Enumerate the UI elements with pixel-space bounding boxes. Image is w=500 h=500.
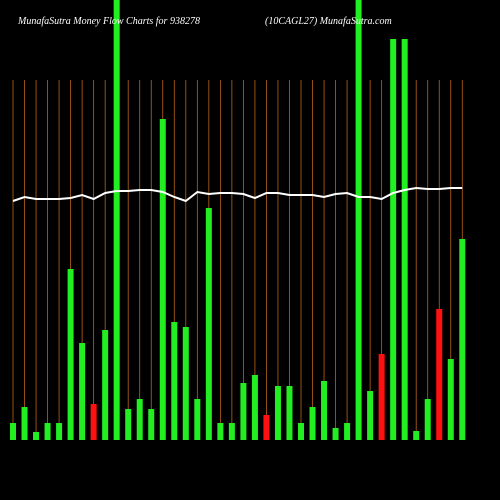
bar [182,327,189,440]
bar [125,409,132,440]
bar [286,386,293,440]
bar [436,309,443,440]
money-flow-line [12,186,463,203]
bar [21,407,28,440]
bar [90,404,97,440]
bar [401,39,408,440]
bar [102,330,109,440]
bars [10,0,466,440]
bar [263,415,270,440]
bar [217,423,224,440]
bar [148,409,155,440]
bar [367,391,374,440]
bar [413,431,420,440]
bar [390,39,397,440]
bar [459,239,466,440]
bar [67,269,74,440]
bar [332,428,339,440]
bar [355,0,362,440]
bar [56,423,63,440]
chart-subtitle: (10CAGL27) MunafaSutra.com [265,16,392,27]
bar [79,343,86,440]
bar [228,423,235,440]
bar [33,432,40,440]
bar [10,423,16,440]
bar [44,423,51,440]
bar [424,399,431,440]
bar [274,386,281,440]
bar [378,354,385,440]
bar [205,208,212,440]
bar [113,0,120,440]
chart-title: MunafaSutra Money Flow Charts for 938278 [17,16,200,27]
bar [240,383,247,440]
line-layer [12,186,463,203]
bar [194,399,201,440]
bar [447,359,454,440]
bar [251,375,258,440]
bar [171,322,178,440]
bar [321,381,328,440]
bar [298,423,304,440]
bar [344,423,351,440]
bar [159,119,166,440]
bar [136,399,143,440]
bar [309,407,316,440]
